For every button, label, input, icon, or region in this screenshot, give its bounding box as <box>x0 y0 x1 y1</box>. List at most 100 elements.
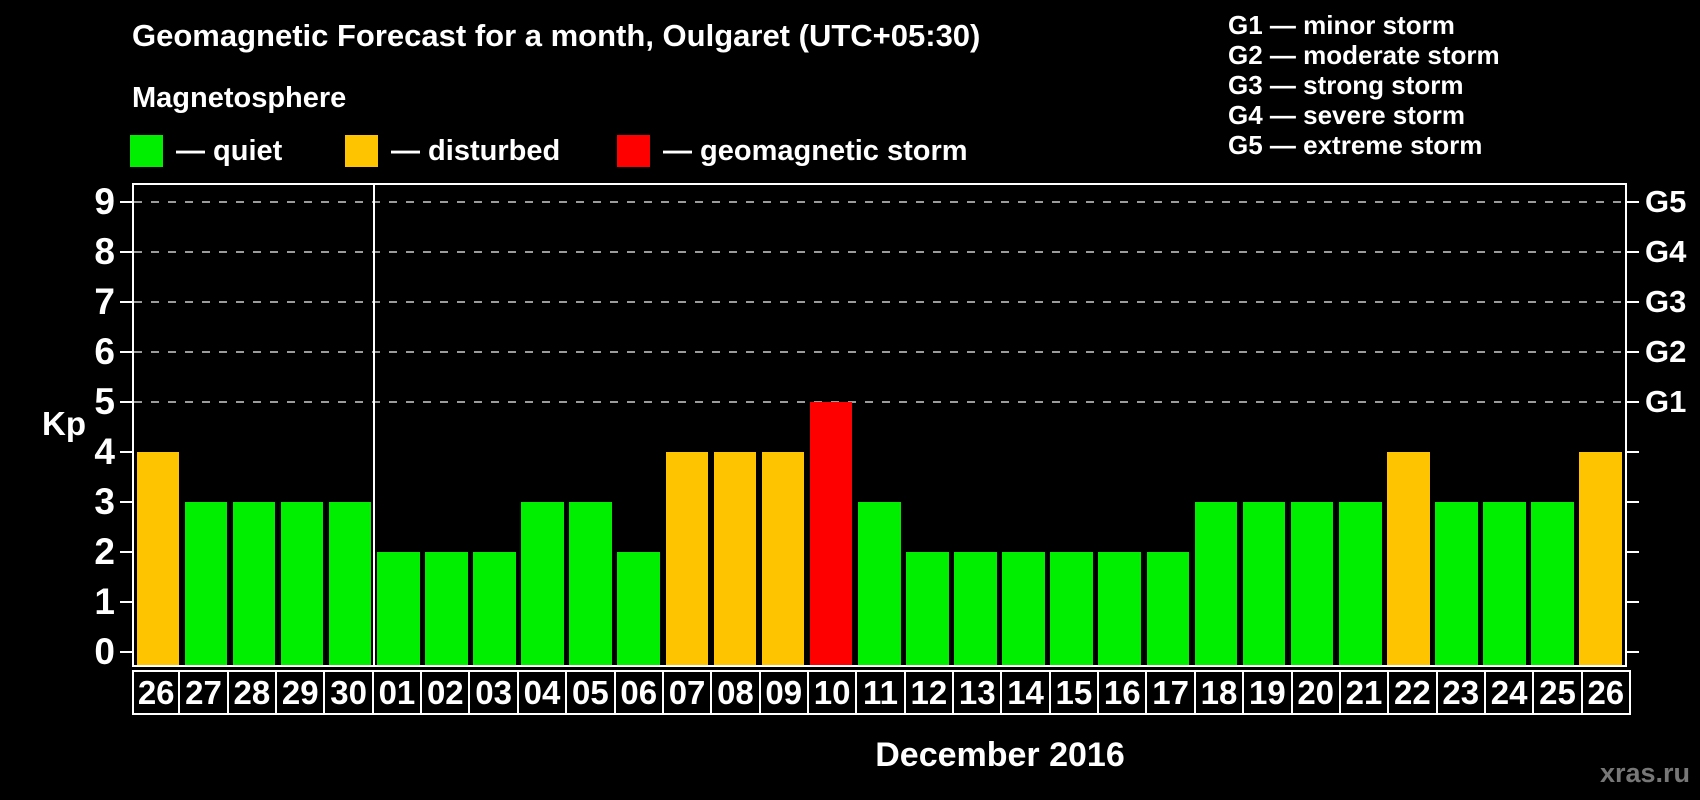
g-level-label-g5: G5 <box>1645 184 1687 219</box>
y-axis-title: Kp <box>42 405 86 442</box>
day-cell-03: 03 <box>468 670 519 715</box>
bar-day-22 <box>1387 452 1430 665</box>
right-tick-2 <box>1627 551 1639 553</box>
storm-label: — geomagnetic storm <box>663 134 968 167</box>
g-level-label-g3: G3 <box>1645 284 1687 319</box>
right-tick-5 <box>1627 401 1639 403</box>
bar-day-19 <box>1242 502 1286 665</box>
bar-day-17 <box>1146 552 1190 665</box>
y-tick-label-6: 6 <box>94 331 115 372</box>
left-tick-7 <box>120 301 132 303</box>
watermark: xras.ru <box>1599 758 1690 788</box>
g2-legend-line: G2 — moderate storm <box>1228 40 1500 70</box>
right-tick-4 <box>1627 451 1639 453</box>
day-cell-13: 13 <box>952 670 1003 715</box>
disturbed-label: — disturbed <box>391 134 561 167</box>
gridline-kp9 <box>134 201 1625 203</box>
right-tick-8 <box>1627 251 1639 253</box>
disturbed-color-swatch <box>345 135 378 167</box>
bar-day-30 <box>328 502 372 665</box>
day-cell-18: 18 <box>1193 670 1245 715</box>
bar-day-23 <box>1435 502 1478 665</box>
day-cell-08: 08 <box>710 670 761 715</box>
day-cell-23: 23 <box>1435 670 1486 715</box>
day-cell-24: 24 <box>1483 670 1535 715</box>
right-tick-1 <box>1627 601 1639 603</box>
day-cell-26: 26 <box>1580 670 1631 715</box>
left-tick-1 <box>120 601 132 603</box>
quiet-label: — quiet <box>176 134 283 167</box>
right-tick-0 <box>1627 651 1639 653</box>
magnetosphere-label: Magnetosphere <box>132 82 347 114</box>
bar-day-27 <box>184 502 228 665</box>
g-level-label-g4: G4 <box>1645 234 1687 269</box>
day-cell-21: 21 <box>1338 670 1390 715</box>
legend-item-quiet: — quiet <box>130 133 282 169</box>
storm-color-swatch <box>617 135 650 167</box>
bar-day-26 <box>1579 452 1622 665</box>
y-tick-label-2: 2 <box>94 531 115 572</box>
day-cell-29: 29 <box>275 670 326 715</box>
left-tick-4 <box>120 451 132 453</box>
right-tick-7 <box>1627 301 1639 303</box>
day-cell-10: 10 <box>806 670 858 715</box>
chart-title: Geomagnetic Forecast for a month, Oulgar… <box>132 18 981 53</box>
bar-day-09 <box>761 452 805 665</box>
bar-day-16 <box>1098 552 1142 665</box>
bar-day-01 <box>376 552 420 665</box>
bar-day-25 <box>1531 502 1574 665</box>
y-tick-label-7: 7 <box>94 281 115 322</box>
g3-legend-line: G3 — strong storm <box>1228 70 1464 100</box>
left-tick-9 <box>120 201 132 203</box>
g1-legend-line: G1 — minor storm <box>1228 10 1455 40</box>
right-tick-9 <box>1627 201 1639 203</box>
bar-day-26 <box>136 452 180 665</box>
bar-day-24 <box>1483 502 1526 665</box>
bar-day-13 <box>954 552 997 665</box>
day-cell-05: 05 <box>565 670 616 715</box>
day-cell-12: 12 <box>903 670 955 715</box>
x-axis-title: December 2016 <box>875 736 1125 774</box>
g-level-label-g1: G1 <box>1645 384 1687 419</box>
left-tick-3 <box>120 501 132 503</box>
bar-day-11 <box>857 502 901 665</box>
bar-day-05 <box>569 502 612 665</box>
bar-day-08 <box>713 452 757 665</box>
g5-legend-line: G5 — extreme storm <box>1228 130 1483 160</box>
left-tick-2 <box>120 551 132 553</box>
y-tick-label-3: 3 <box>94 481 115 522</box>
bar-day-03 <box>473 552 516 665</box>
bar-day-02 <box>425 552 468 665</box>
day-cell-22: 22 <box>1387 670 1438 715</box>
day-cell-17: 17 <box>1145 670 1196 715</box>
g-level-label-g2: G2 <box>1645 334 1687 369</box>
left-tick-6 <box>120 351 132 353</box>
day-cell-01: 01 <box>371 670 423 715</box>
right-tick-3 <box>1627 501 1639 503</box>
y-tick-label-8: 8 <box>94 231 115 272</box>
g-scale-legend: G1 — minor storm G2 — moderate storm G3 … <box>1228 10 1500 160</box>
plot-area <box>132 183 1627 667</box>
quiet-color-swatch <box>130 135 163 167</box>
bar-day-07 <box>665 452 709 665</box>
gridline-kp7 <box>134 301 1625 303</box>
y-tick-label-9: 9 <box>94 181 115 222</box>
left-tick-8 <box>120 251 132 253</box>
bar-day-06 <box>617 552 661 665</box>
bar-day-12 <box>906 552 949 665</box>
bar-day-10 <box>809 402 853 665</box>
day-cell-26: 26 <box>132 670 181 715</box>
y-tick-label-4: 4 <box>94 431 115 472</box>
y-tick-label-0: 0 <box>94 631 115 672</box>
day-cell-16: 16 <box>1097 670 1148 715</box>
day-cell-09: 09 <box>758 670 809 715</box>
y-tick-label-5: 5 <box>94 381 115 422</box>
legend-item-disturbed: — disturbed <box>345 133 560 169</box>
gridline-kp5 <box>134 401 1625 403</box>
day-cell-14: 14 <box>1000 670 1051 715</box>
bar-day-18 <box>1194 502 1238 665</box>
day-cell-07: 07 <box>661 670 713 715</box>
x-axis-day-labels: 26 27 28 29 30 01 02 03 04 05 06 07 08 09 10 11 12 13 14 15… <box>132 670 1631 715</box>
legend-item-storm: — geomagnetic storm <box>617 133 968 169</box>
